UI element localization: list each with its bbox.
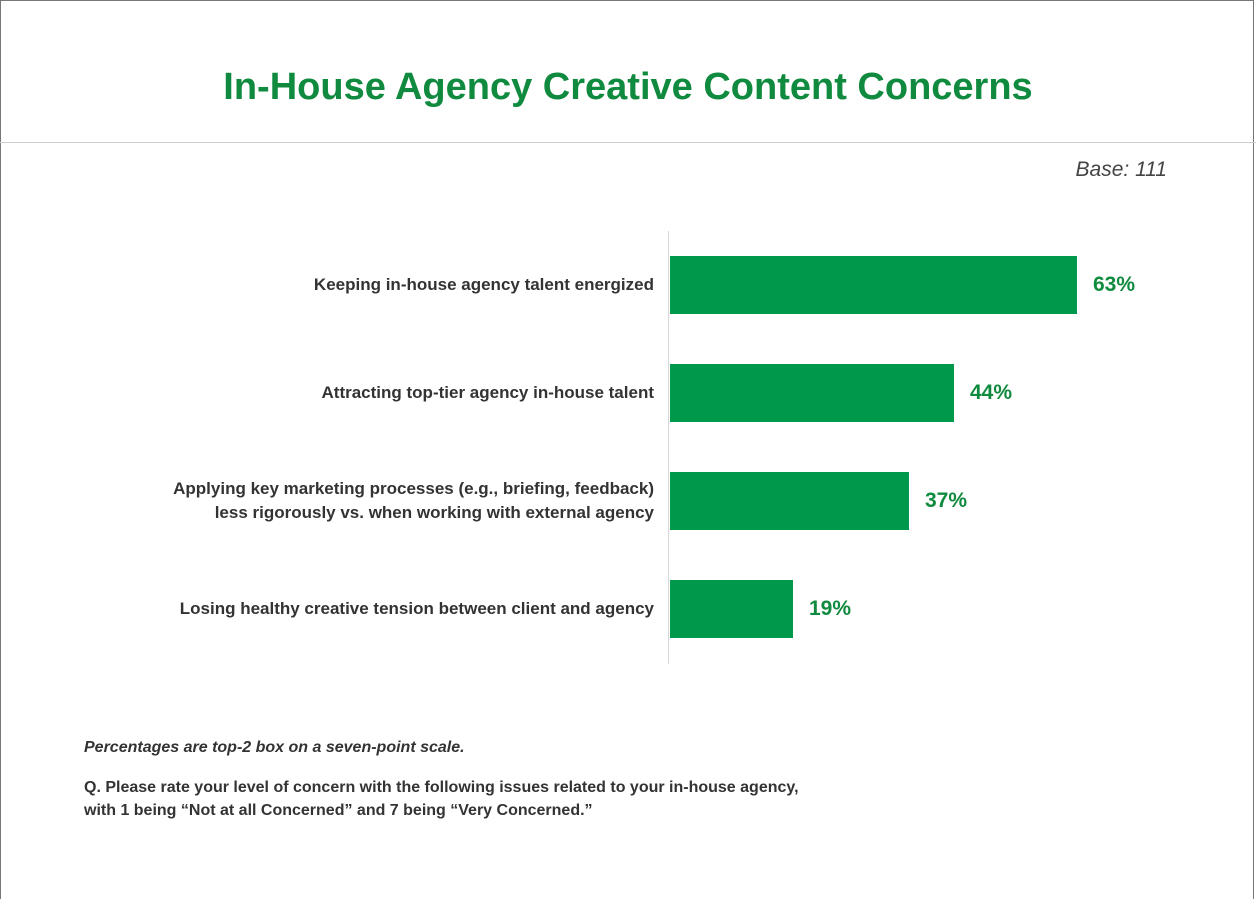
bar-value-label: 63% (1093, 273, 1136, 296)
bar-value-label: 19% (809, 597, 852, 620)
bar (670, 364, 954, 422)
survey-question-line: Q. Please rate your level of concern wit… (84, 779, 799, 796)
footnote: Percentages are top-2 box on a seven-poi… (84, 739, 465, 756)
category-label-line: Keeping in-house agency talent energized (313, 275, 654, 294)
category-label-line: less rigorously vs. when working with ex… (214, 503, 654, 522)
survey-question-line: with 1 being “Not at all Concerned” and … (84, 802, 593, 819)
category-label: Losing healthy creative tension between … (54, 597, 654, 621)
bar (670, 256, 1077, 314)
category-label: Attracting top-tier agency in-house tale… (54, 381, 654, 405)
bar-value-label: 44% (970, 381, 1013, 404)
title-divider (0, 142, 1256, 143)
category-label-line: Attracting top-tier agency in-house tale… (321, 383, 654, 402)
category-axis-line (668, 231, 669, 664)
bar (670, 580, 793, 638)
bar (670, 472, 909, 530)
category-label: Applying key marketing processes (e.g., … (54, 477, 654, 525)
base-size-label: Base: 111 (1075, 158, 1167, 181)
bar-value-label: 37% (925, 489, 968, 512)
category-label: Keeping in-house agency talent energized (54, 273, 654, 297)
survey-question: Q. Please rate your level of concern wit… (84, 776, 1084, 822)
chart-title: In-House Agency Creative Content Concern… (223, 66, 1033, 108)
category-label-line: Losing healthy creative tension between … (179, 599, 654, 618)
category-label-line: Applying key marketing processes (e.g., … (173, 479, 654, 498)
